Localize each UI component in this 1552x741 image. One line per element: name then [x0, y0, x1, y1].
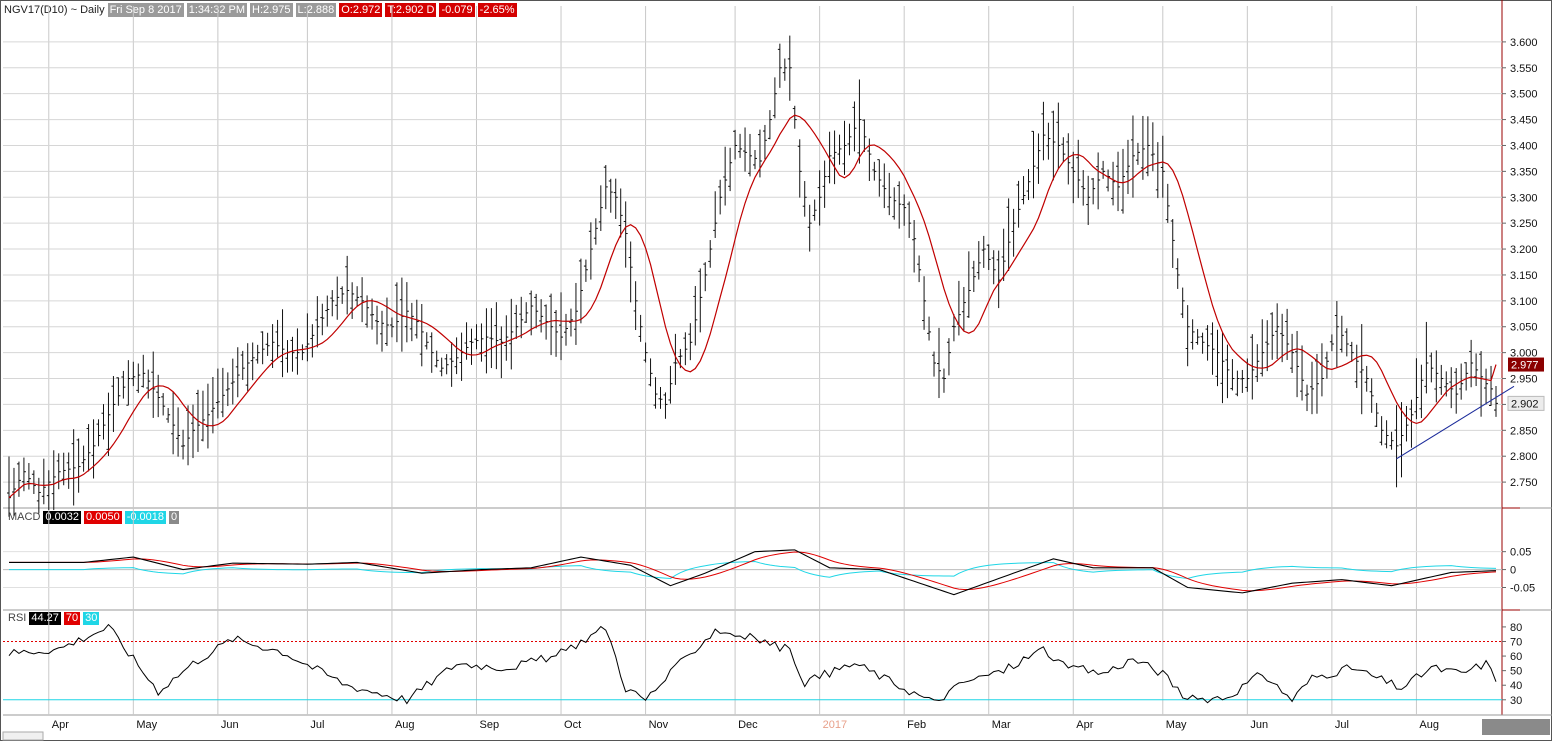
- last-badge: T:2.902 D: [385, 3, 437, 17]
- price-tick-label: 3.050: [1510, 322, 1538, 334]
- macd-name: MACD: [8, 511, 41, 523]
- rsi-tick-label: 50: [1510, 666, 1522, 678]
- open-badge: O:2.972: [339, 3, 383, 17]
- price-tick-label: 3.550: [1510, 63, 1538, 75]
- x-tick-label: 2017: [823, 719, 847, 731]
- price-tick-label: 2.750: [1510, 477, 1538, 489]
- symbol-label: NGV17(D10) ~ Daily: [4, 4, 105, 16]
- price-tick-label: 3.250: [1510, 218, 1538, 230]
- change-pct-badge: -2.65%: [477, 3, 517, 17]
- price-tick-label: 2.850: [1510, 425, 1538, 437]
- rsi-header: RSI 44.27 70 30: [8, 612, 100, 625]
- macd-signal-line: [9, 551, 1497, 592]
- rsi-tick-label: 80: [1510, 622, 1522, 634]
- macd-line: [9, 549, 1497, 596]
- chart-header: NGV17(D10) ~ Daily Fri Sep 8 2017 1:34:3…: [4, 3, 517, 17]
- high-badge: H:2.975: [250, 3, 293, 17]
- x-tick-label: Oct: [564, 719, 581, 731]
- macd-hist-value: -0.0018: [124, 511, 167, 524]
- scroll-thumb: [1482, 719, 1550, 735]
- last-price-badge: [1507, 395, 1545, 411]
- x-tick-label: Feb: [907, 719, 926, 731]
- price-tick-label: 3.350: [1510, 166, 1538, 178]
- price-tick-label: 3.100: [1510, 296, 1538, 308]
- x-tick-label: Jul: [1335, 719, 1349, 731]
- time-badge: 1:34:32 PM: [186, 3, 247, 17]
- x-tick-label: Aug: [1419, 719, 1439, 731]
- macd-value: 0.0032: [43, 511, 82, 524]
- scroll-left-handle: [2, 731, 44, 741]
- price-tick-label: 3.400: [1510, 140, 1538, 152]
- price-tick-label: 2.800: [1510, 451, 1538, 463]
- price-tick-label: 3.150: [1510, 270, 1538, 282]
- price-tick-label: 3.000: [1510, 348, 1538, 360]
- indicator-lines: [8, 114, 1515, 705]
- axis-labels: Apr May Jun Jul Aug Sep Oct Nov Dec 2017 Feb Mar Apr…: [52, 37, 1545, 731]
- price-tick-label: 3.200: [1510, 244, 1538, 256]
- x-tick-label: Jun: [221, 719, 239, 731]
- ma-price-label: 2.977: [1511, 360, 1539, 372]
- price-tick-label: 3.500: [1510, 89, 1538, 101]
- ma-price-badge: [1508, 357, 1544, 372]
- macd-histogram-line: [9, 560, 1497, 580]
- price-tick-label: 3.300: [1510, 192, 1538, 204]
- rsi-tick-label: 40: [1510, 680, 1522, 692]
- macd-signal-value: 0.0050: [84, 511, 122, 524]
- x-tick-label: Dec: [738, 719, 758, 731]
- x-tick-label: Jun: [1250, 719, 1268, 731]
- price-tick-label: 3.600: [1510, 37, 1538, 49]
- price-tick-label: 2.950: [1510, 374, 1538, 386]
- x-tick-label: May: [1166, 719, 1187, 731]
- macd-header: MACD 0.0032 0.0050 -0.0018 0: [8, 511, 180, 524]
- rsi-tick-label: 70: [1510, 636, 1522, 648]
- rsi-value: 44.27: [29, 612, 61, 625]
- x-tick-label: Apr: [1076, 719, 1093, 731]
- rsi-name: RSI: [8, 612, 27, 624]
- x-tick-label: Aug: [395, 719, 415, 731]
- x-tick-label: Sep: [479, 719, 499, 731]
- moving-average-line: [8, 114, 1497, 499]
- rsi-line: [8, 623, 1497, 705]
- rsi-lower-value: 30: [83, 612, 100, 625]
- chart-grid: [3, 6, 1502, 715]
- x-tick-label: Jul: [310, 719, 324, 731]
- x-tick-label: Mar: [992, 719, 1011, 731]
- last-price-label: 2.902: [1511, 398, 1539, 410]
- rsi-tick-label: 60: [1510, 651, 1522, 663]
- macd-tick-label: 0: [1510, 565, 1516, 577]
- low-badge: L:2.888: [295, 3, 337, 17]
- change-badge: -0.079: [439, 3, 475, 17]
- support-trendline: [1396, 385, 1515, 460]
- rsi-upper-value: 70: [63, 612, 81, 625]
- price-tick-label: 3.450: [1510, 115, 1538, 127]
- x-tick-label: Apr: [52, 719, 69, 731]
- rsi-tick-label: 30: [1510, 695, 1522, 707]
- macd-tick-label: -0.05: [1510, 583, 1535, 595]
- x-tick-label: Nov: [649, 719, 669, 731]
- date-badge: Fri Sep 8 2017: [107, 3, 184, 17]
- macd-tick-label: 0.05: [1510, 547, 1531, 559]
- x-tick-label: May: [136, 719, 157, 731]
- macd-zero-value: 0: [169, 511, 180, 524]
- ohlc-bars: [7, 35, 1498, 517]
